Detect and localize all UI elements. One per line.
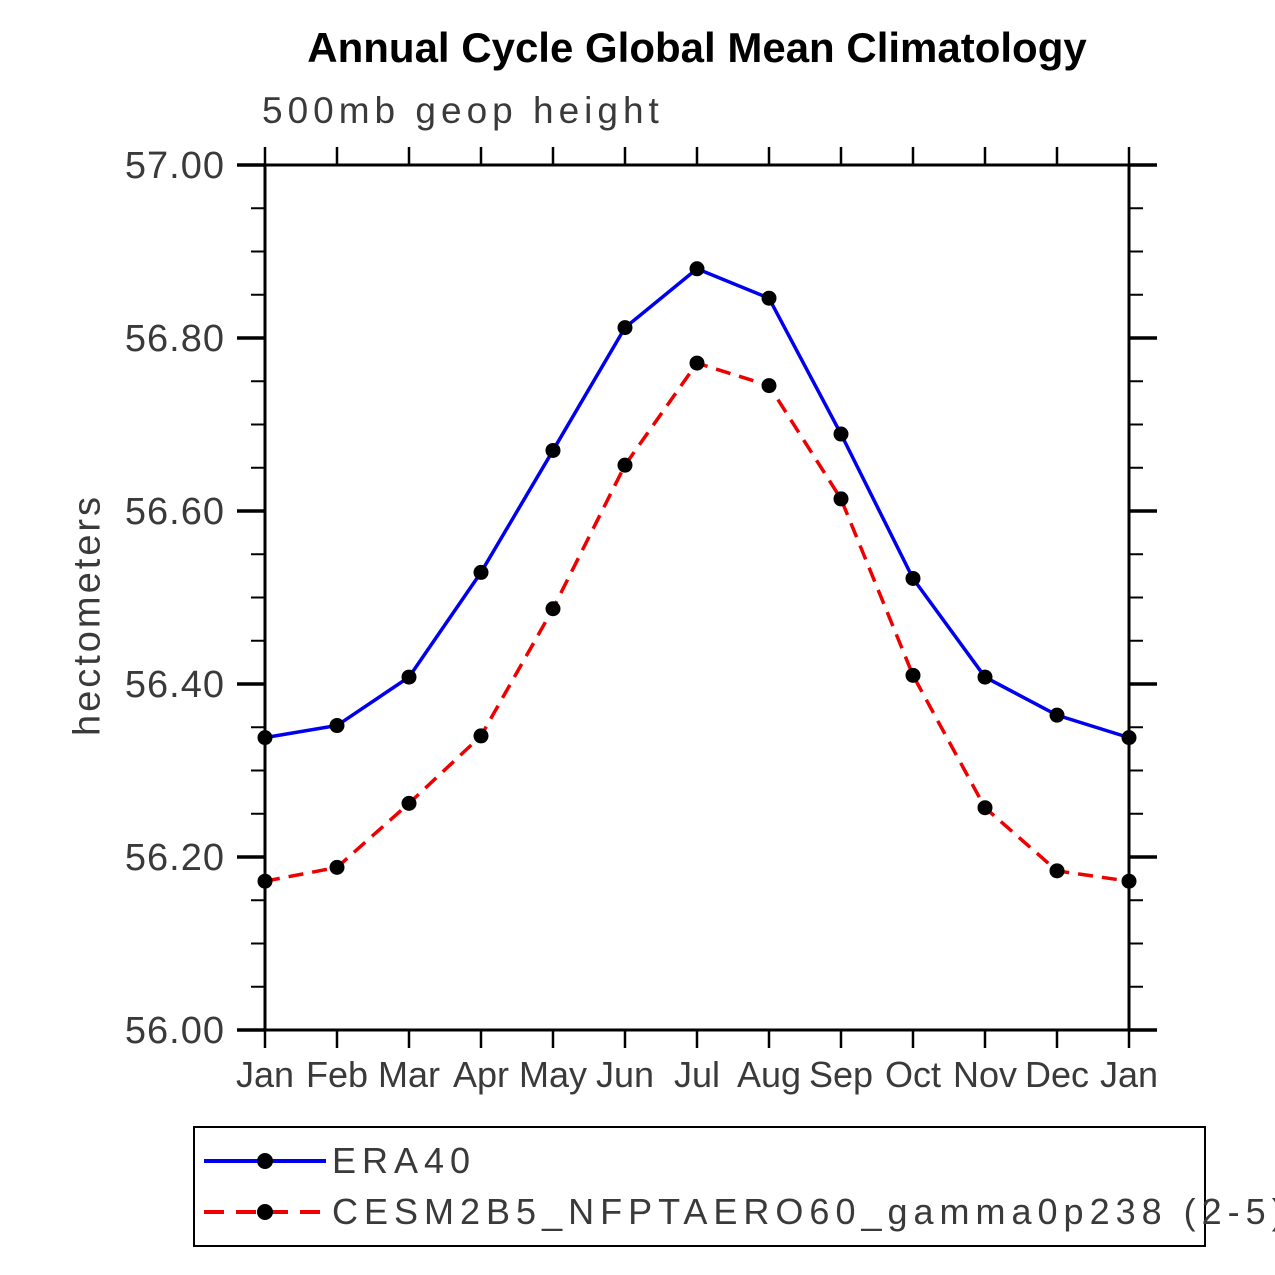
series-line-0 — [264, 266, 1130, 740]
data-point-marker-0 — [833, 426, 849, 442]
y-axis-tick-label: 57.00 — [125, 145, 225, 187]
data-point-marker-0 — [329, 718, 345, 734]
data-point-marker-1 — [257, 873, 273, 889]
x-axis-tick-label: Nov — [953, 1054, 1017, 1095]
data-point-marker-1 — [977, 800, 993, 816]
x-axis-tick-label: Jan — [1100, 1054, 1158, 1095]
legend-item-cesm: CESM2B5_NFPTAERO60_gamma0p238 (2-5) — [201, 1190, 1275, 1234]
x-axis-tick-label: Aug — [737, 1054, 801, 1095]
x-axis-tick-label: Feb — [306, 1054, 368, 1095]
data-point-marker-0 — [257, 730, 273, 746]
x-axis-tick-label: Oct — [885, 1054, 941, 1095]
y-axis-tick-label: 56.60 — [125, 491, 225, 533]
data-point-marker-1 — [473, 728, 489, 744]
data-point-marker-1 — [617, 457, 633, 473]
series-line-1 — [264, 361, 1130, 883]
x-axis-tick-label: Jan — [236, 1054, 294, 1095]
legend-line-sample-dashed — [204, 1204, 326, 1220]
x-axis-tick-label: Apr — [453, 1054, 509, 1095]
x-axis-tick-label: Jul — [674, 1054, 720, 1095]
y-axis-tick-label: 56.40 — [125, 664, 225, 706]
data-point-marker-0 — [473, 564, 489, 580]
data-point-marker-0 — [401, 669, 417, 685]
data-point-marker-0 — [1049, 707, 1065, 723]
x-axis-tick-label: May — [519, 1054, 587, 1095]
data-point-marker-1 — [689, 355, 705, 371]
x-axis-tick-label: Sep — [809, 1054, 873, 1095]
plot-border — [263, 163, 1131, 1032]
chart-subtitle: 500mb geop height — [262, 90, 664, 131]
x-axis-tick-label: Jun — [596, 1054, 654, 1095]
data-point-marker-1 — [1049, 863, 1065, 879]
data-point-marker-0 — [545, 442, 561, 458]
data-point-marker-0 — [617, 320, 633, 336]
data-point-marker-1 — [1121, 873, 1137, 889]
legend-label-era40: ERA40 — [332, 1140, 477, 1181]
legend-item-era40: ERA40 — [201, 1139, 476, 1183]
y-axis-tick-label: 56.00 — [125, 1010, 225, 1052]
data-point-marker-1 — [545, 601, 561, 617]
data-point-marker-0 — [977, 669, 993, 685]
x-axis-tick-label: Mar — [378, 1054, 440, 1095]
y-axis-tick-label: 56.80 — [125, 318, 225, 360]
data-point-marker-0 — [905, 570, 921, 586]
x-axis-tick-label: Dec — [1025, 1054, 1089, 1095]
legend-marker-dot-icon — [257, 1153, 273, 1169]
data-point-marker-1 — [329, 859, 345, 875]
legend-label-cesm: CESM2B5_NFPTAERO60_gamma0p238 (2-5) — [332, 1191, 1275, 1232]
data-point-marker-1 — [905, 667, 921, 683]
data-point-marker-1 — [401, 795, 417, 811]
chart-title: Annual Cycle Global Mean Climatology — [307, 24, 1087, 71]
data-point-marker-0 — [689, 261, 705, 277]
data-point-marker-1 — [833, 491, 849, 507]
legend-marker-dot-icon — [257, 1204, 273, 1220]
data-point-marker-1 — [761, 378, 777, 394]
legend-line-sample-solid — [204, 1153, 326, 1169]
y-axis-tick-label: 56.20 — [125, 837, 225, 879]
legend: ERA40 CESM2B5_NFPTAERO60_gamma0p238 (2-5… — [193, 1126, 1275, 1247]
data-point-marker-0 — [1121, 730, 1137, 746]
data-point-marker-0 — [761, 290, 777, 306]
